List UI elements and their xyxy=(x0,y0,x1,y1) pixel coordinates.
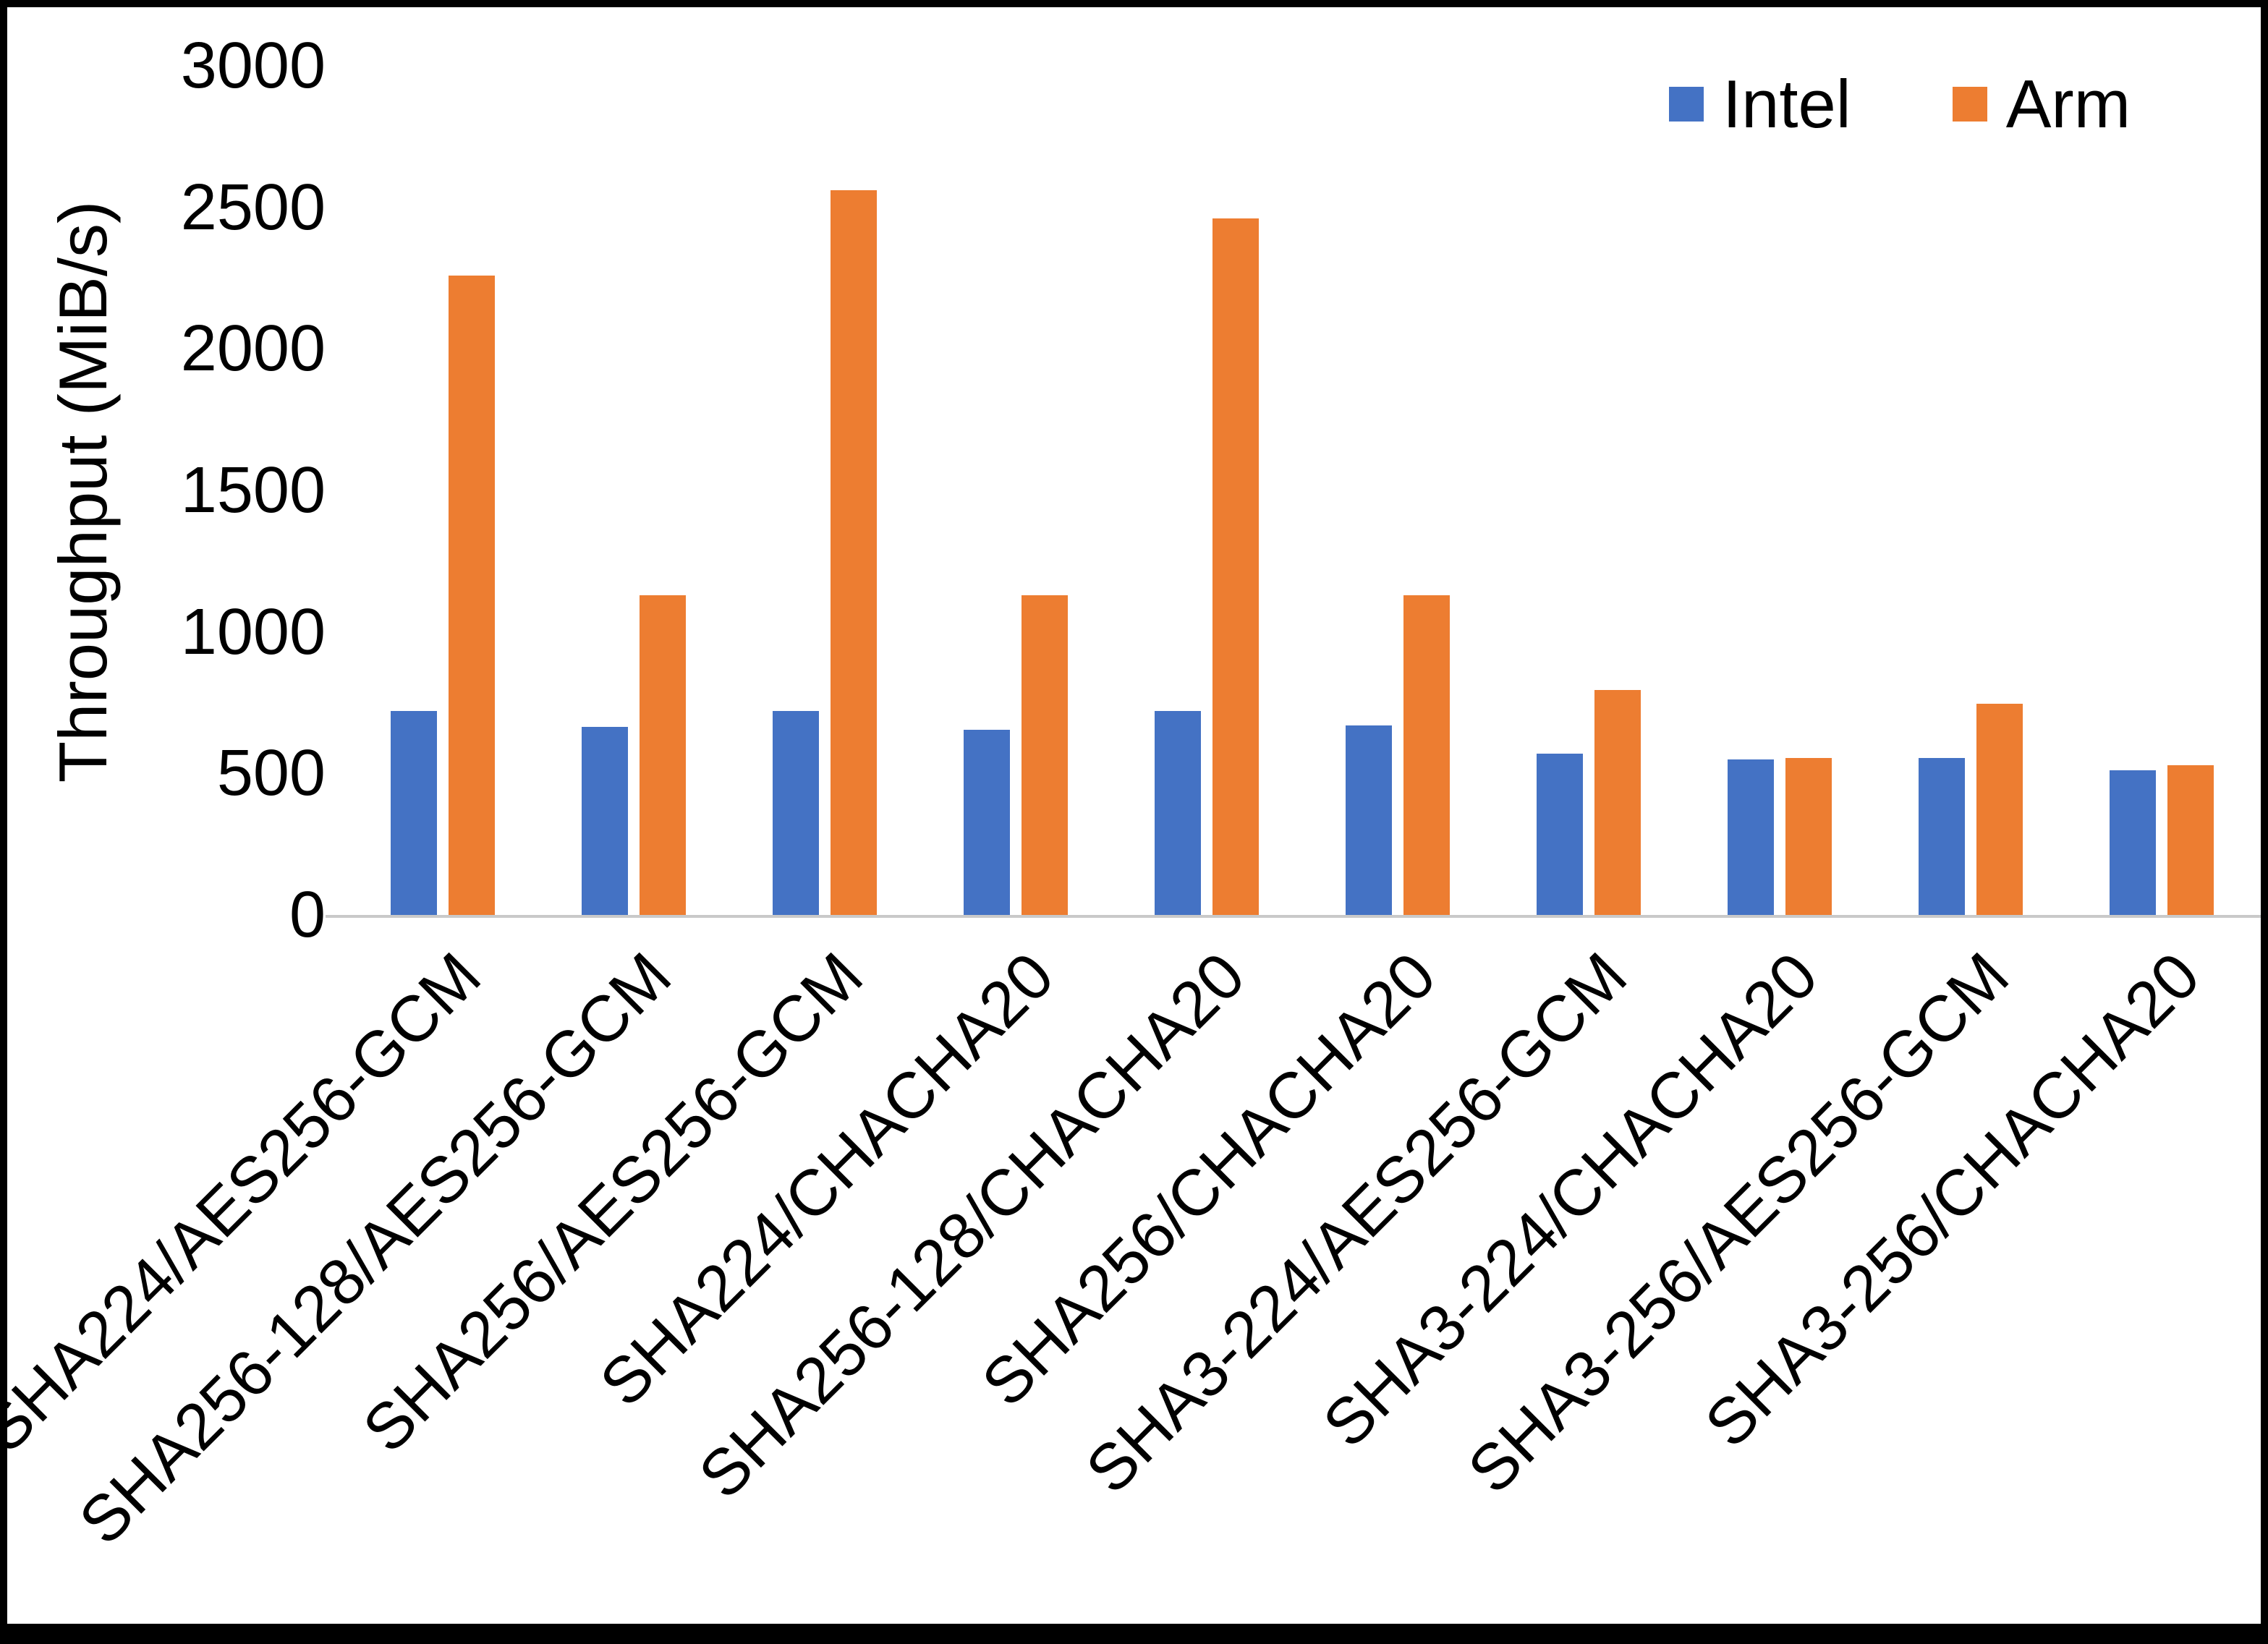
y-tick-label: 2500 xyxy=(180,171,326,244)
bar-intel xyxy=(773,711,819,915)
legend-label: Intel xyxy=(1723,66,1851,142)
bar-arm xyxy=(449,275,495,915)
bar-arm xyxy=(1785,757,1832,915)
x-axis-line xyxy=(326,915,2261,918)
legend-item-intel: Intel xyxy=(1669,65,1851,143)
bar-arm xyxy=(1594,689,1641,915)
legend-swatch-arm xyxy=(1952,87,1987,122)
bar-intel xyxy=(2110,770,2156,915)
y-tick-label: 3000 xyxy=(180,30,326,102)
bar-arm xyxy=(2167,764,2214,915)
y-tick-label: 1000 xyxy=(180,595,326,668)
bar-intel xyxy=(391,711,437,915)
bar-intel xyxy=(964,729,1010,915)
bar-arm xyxy=(1403,595,1450,915)
y-tick-label: 1500 xyxy=(180,454,326,527)
bar-intel xyxy=(1537,753,1583,915)
y-tick-label: 0 xyxy=(289,879,326,951)
bar-intel xyxy=(582,726,628,915)
bar-arm xyxy=(831,190,877,915)
bar-intel xyxy=(1919,757,1965,915)
bar-intel xyxy=(1346,725,1392,915)
legend: Intel Arm xyxy=(1669,65,2131,143)
bar-arm xyxy=(1212,218,1259,915)
bar-intel xyxy=(1155,711,1201,915)
bar-intel xyxy=(1728,759,1774,915)
y-tick-label: 500 xyxy=(216,737,326,810)
bar-arm xyxy=(1976,704,2023,915)
legend-swatch-intel xyxy=(1669,87,1704,122)
legend-item-arm: Arm xyxy=(1952,65,2131,143)
x-axis-labels: SHA224/AES256-GCM SHA256-128/AES256-GCM SH… xyxy=(7,939,2257,1624)
legend-label: Arm xyxy=(2005,66,2131,142)
plot-area xyxy=(347,66,2257,915)
y-axis-ticks: 0 500 1000 1500 2000 2500 3000 xyxy=(116,30,326,950)
bar-arm xyxy=(640,595,686,915)
bar-arm xyxy=(1022,595,1068,915)
y-tick-label: 2000 xyxy=(180,312,326,386)
y-axis-title: Throughput (MiB/s) xyxy=(45,200,121,783)
